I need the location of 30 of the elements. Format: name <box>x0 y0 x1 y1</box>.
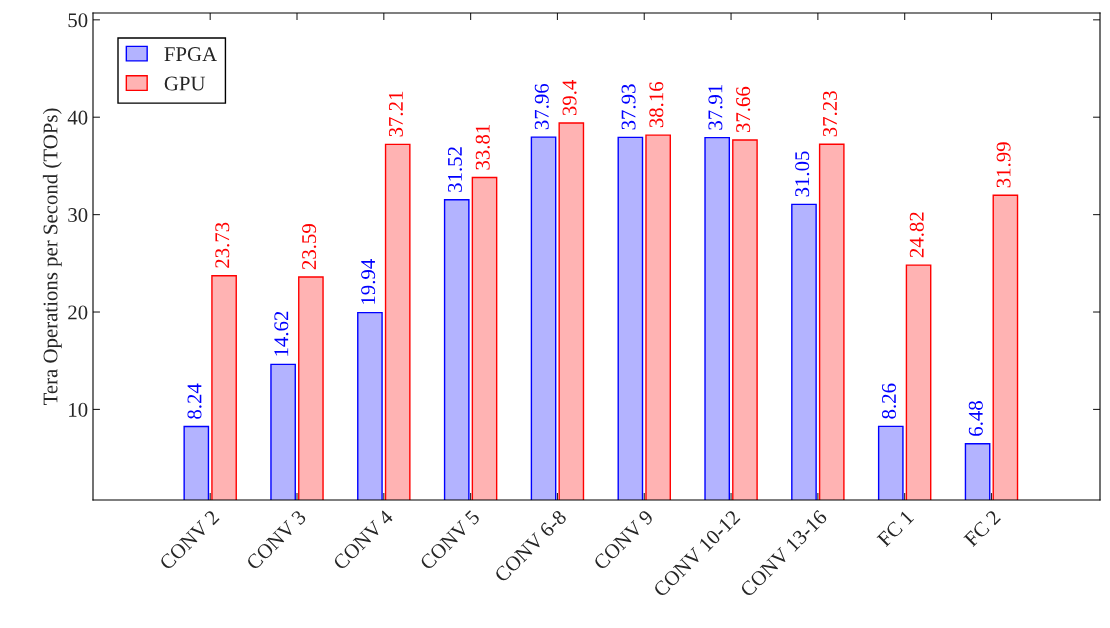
y-tick-label: 30 <box>68 207 88 223</box>
data-label: 37.93 <box>621 84 636 130</box>
data-label: 33.81 <box>475 124 490 170</box>
data-label: 31.52 <box>447 147 463 192</box>
legend-label: FPGA <box>164 47 217 62</box>
data-label: 39.4 <box>562 79 577 116</box>
x-tick-label: FC 2 <box>963 509 1002 548</box>
legend-label: GPU <box>164 76 206 91</box>
data-label: 31.05 <box>795 151 810 197</box>
y-tick-label: 10 <box>69 402 88 417</box>
data-label: 19.94 <box>361 259 376 304</box>
y-tick-label: 50 <box>68 13 88 28</box>
data-label: 8.26 <box>881 383 897 419</box>
y-tick-label: 40 <box>67 110 88 125</box>
data-label: 38.16 <box>649 81 664 128</box>
data-label: 23.59 <box>302 224 317 270</box>
data-label: 31.99 <box>996 142 1011 188</box>
x-tick-label: FC 1 <box>876 509 915 548</box>
data-label: 37.66 <box>736 86 751 133</box>
data-label: 6.48 <box>968 401 983 436</box>
data-label: 8.24 <box>187 383 202 419</box>
data-label: 37.91 <box>708 85 723 130</box>
data-label: 23.73 <box>215 222 230 268</box>
data-label: 24.82 <box>909 212 924 258</box>
y-axis-title: Tera Operations per Second (TOPs) <box>42 108 62 406</box>
y-tick-label: 20 <box>68 305 88 320</box>
data-label: 37.23 <box>822 91 838 137</box>
data-label: 14.62 <box>274 311 289 356</box>
data-label: 37.21 <box>388 91 404 137</box>
data-label: 37.96 <box>534 83 549 130</box>
